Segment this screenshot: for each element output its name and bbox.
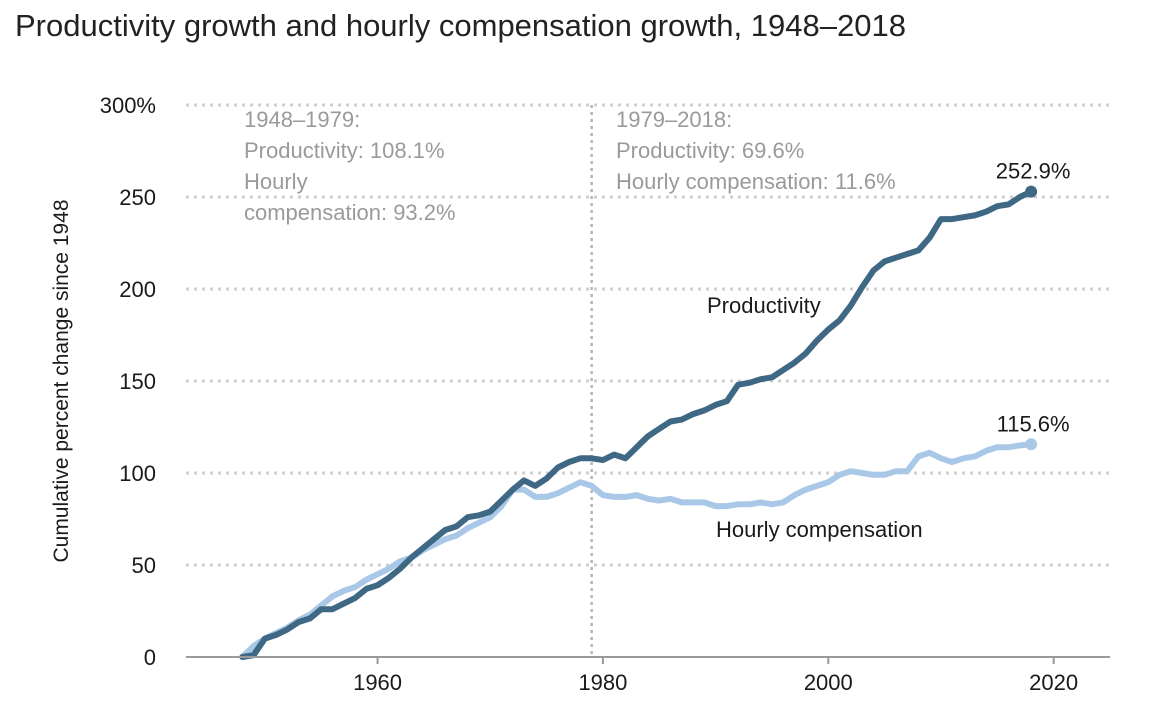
annotation-2-line-3: Hourly compensation: 11.6% (616, 169, 896, 194)
axis-layer: 0 50 100 150 200 250 300% 1960 1980 2000 2020 (100, 93, 1110, 695)
annotation-2-line-2: Productivity: 69.6% (616, 138, 804, 163)
y-tick-label-200: 200 (119, 277, 156, 302)
y-tick-label-0: 0 (144, 645, 156, 670)
hourly-compensation-line (239, 441, 1035, 660)
productivity-end-label: 252.9% (996, 159, 1071, 184)
label-layer: 115.6% 252.9% Productivity Hourly compensat… (707, 159, 1070, 542)
annotation-1-line-3: Hourly (244, 169, 308, 194)
chart-title: Productivity growth and hourly compensat… (15, 8, 906, 43)
y-axis-label: Cumulative percent change since 1948 (50, 199, 73, 562)
x-tick-label-2000: 2000 (804, 670, 853, 695)
x-tick-label-1980: 1980 (578, 670, 627, 695)
grid-layer (186, 103, 1110, 657)
y-tick-label-150: 150 (119, 369, 156, 394)
hourly-compensation-end-label: 115.6% (997, 411, 1070, 436)
y-tick-label-100: 100 (119, 461, 156, 486)
annotation-layer: 1948–1979: Productivity: 108.1% Hourly comp… (244, 107, 896, 225)
hourly-compensation-series-label: Hourly compensation (716, 517, 923, 542)
annotation-1-line-2: Productivity: 108.1% (244, 138, 445, 163)
y-tick-label-50: 50 (132, 553, 156, 578)
y-tick-label-300: 300% (100, 93, 156, 118)
annotation-1-line-4: compensation: 93.2% (244, 200, 456, 225)
annotation-1-line-1: 1948–1979: (244, 107, 360, 132)
productivity-end-point (1025, 185, 1038, 198)
productivity-series-label: Productivity (707, 293, 821, 318)
y-tick-label-250: 250 (119, 185, 156, 210)
x-tick-label-2020: 2020 (1029, 670, 1078, 695)
hourly-compensation-end-point (1025, 438, 1038, 451)
productivity-line (239, 188, 1035, 660)
annotation-2-line-1: 1979–2018: (616, 107, 732, 132)
series-layer (239, 185, 1038, 660)
x-tick-label-1960: 1960 (353, 670, 402, 695)
